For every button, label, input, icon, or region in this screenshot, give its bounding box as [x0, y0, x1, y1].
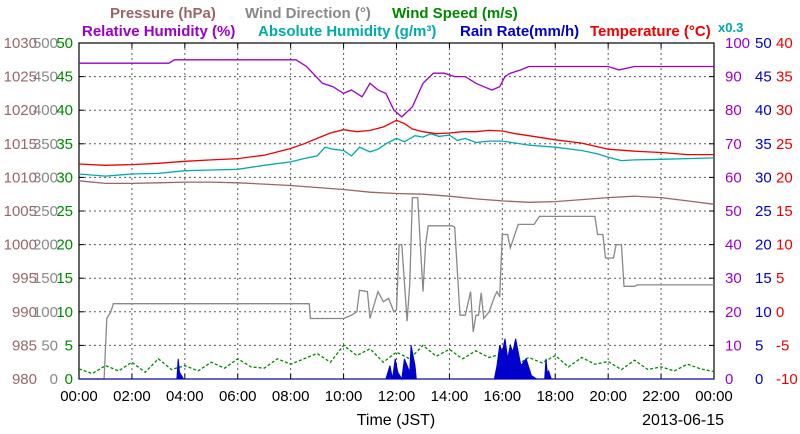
left-axis-tick-label: 5 — [65, 337, 73, 354]
series-pressure — [78, 180, 715, 205]
right-axis-tick-label: 0 — [776, 304, 784, 321]
header-wind-speed-label: Wind Speed (m/s) — [392, 5, 518, 22]
left-axis-tick-label: 40 — [56, 102, 73, 119]
right-axis-tick-label: 20 — [755, 237, 772, 254]
x-tick-label: 04:00 — [166, 388, 204, 405]
left-axis-tick-label: 50 — [41, 337, 58, 354]
x-axis-label: Time (JST) — [357, 412, 436, 429]
header-temperature-label: Temperature (°C) — [590, 23, 711, 40]
left-axis-tick-label: 1015 — [4, 136, 37, 153]
right-axis-tick-label: 0 — [725, 371, 733, 388]
header-relative-humidity-label: Relative Humidity (%) — [82, 23, 235, 40]
left-axis-tick-label: 25 — [56, 203, 73, 220]
left-axis-tick-label: 1020 — [4, 102, 37, 119]
right-axis-tick-label: 10 — [725, 337, 742, 354]
series-absolute-humidity — [78, 133, 715, 177]
right-axis-tick-label: 60 — [725, 169, 742, 186]
right-axis-tick-label: 30 — [755, 169, 772, 186]
left-axis-tick-label: 20 — [56, 237, 73, 254]
date-label: 2013-06-15 — [642, 412, 724, 429]
header-pressure-label: Pressure (hPa) — [110, 5, 216, 22]
x-tick-label: 02:00 — [113, 388, 151, 405]
right-axis-tick-label: 5 — [755, 337, 763, 354]
left-axis-tick-label: 980 — [12, 371, 37, 388]
right-axis-tick-label: 30 — [725, 270, 742, 287]
right-axis-tick-label: 50 — [755, 35, 772, 52]
left-axis-tick-label: 0 — [65, 371, 73, 388]
left-axis-tick-label: 35 — [56, 136, 73, 153]
right-axis-tick-label: 35 — [776, 69, 793, 86]
right-axis-tick-label: 30 — [776, 102, 793, 119]
right-axis-tick-label: 40 — [725, 237, 742, 254]
left-axis-tick-label: 45 — [56, 69, 73, 86]
left-axis-tick-label: 985 — [12, 337, 37, 354]
x-tick-label: 00:00 — [695, 388, 733, 405]
right-axis-tick-label: 100 — [725, 35, 750, 52]
header-wind-direction-label: Wind Direction (°) — [245, 5, 371, 22]
right-axis-tick-label: 90 — [725, 69, 742, 86]
left-axis-tick-label: 15 — [56, 270, 73, 287]
left-axis-tick-label: 450 — [33, 69, 58, 86]
x-tick-label: 10:00 — [325, 388, 363, 405]
left-axis-tick-label: 350 — [33, 136, 58, 153]
right-axis-tick-label: 40 — [776, 35, 793, 52]
left-axis-tick-label: 1030 — [4, 35, 37, 52]
right-axis-tick-label: 0 — [755, 371, 763, 388]
left-axis-tick-label: 30 — [56, 169, 73, 186]
x-tick-label: 20:00 — [589, 388, 627, 405]
right-axis-tick-label: 45 — [755, 69, 772, 86]
left-axis-tick-label: 300 — [33, 169, 58, 186]
left-axis-tick-label: 1025 — [4, 69, 37, 86]
right-axis-tick-label: 40 — [755, 102, 772, 119]
left-axis-tick-label: 0 — [50, 371, 58, 388]
right-axis-tick-label: -10 — [776, 371, 798, 388]
left-axis-tick-label: 400 — [33, 102, 58, 119]
right-axis-tick-label: 5 — [776, 270, 784, 287]
header-factor-label: x0.3 — [718, 20, 743, 35]
right-axis-tick-label: 10 — [776, 237, 793, 254]
x-tick-label: 08:00 — [272, 388, 310, 405]
series-relative-humidity — [79, 59, 714, 118]
series-rain-rate — [79, 338, 714, 381]
left-axis-tick-label: 1005 — [4, 203, 37, 220]
right-axis-tick-label: 50 — [725, 203, 742, 220]
series-wind-speed — [78, 344, 715, 375]
right-axis-tick-label: 80 — [725, 102, 742, 119]
left-axis-tick-label: 500 — [33, 35, 58, 52]
left-axis-tick-label: 990 — [12, 304, 37, 321]
right-axis-tick-label: 10 — [755, 304, 772, 321]
left-axis-tick-label: 200 — [33, 237, 58, 254]
right-axis-tick-label: 25 — [776, 136, 793, 153]
left-axis-tick-label: 995 — [12, 270, 37, 287]
left-axis-tick-label: 10 — [56, 304, 73, 321]
x-tick-label: 18:00 — [536, 388, 574, 405]
left-axis-tick-label: 1000 — [4, 237, 37, 254]
left-axis-tick-label: 50 — [56, 35, 73, 52]
header-absolute-humidity-label: Absolute Humidity (g/m³) — [258, 23, 436, 40]
x-tick-label: 14:00 — [431, 388, 469, 405]
left-axis-tick-label: 100 — [33, 304, 58, 321]
right-axis-tick-label: 15 — [776, 203, 793, 220]
right-axis-tick-label: 20 — [776, 169, 793, 186]
left-axis-tick-label: 150 — [33, 270, 58, 287]
right-axis-tick-label: 35 — [755, 136, 772, 153]
x-tick-label: 16:00 — [484, 388, 522, 405]
right-axis-tick-label: 20 — [725, 304, 742, 321]
series-wind-direction — [79, 196, 714, 380]
x-tick-label: 22:00 — [642, 388, 680, 405]
series-temperature — [78, 119, 714, 166]
right-axis-tick-label: 15 — [755, 270, 772, 287]
x-tick-label: 06:00 — [219, 388, 257, 405]
left-axis-tick-label: 250 — [33, 203, 58, 220]
right-axis-tick-label: -5 — [776, 337, 789, 354]
x-tick-label: 00:00 — [60, 388, 98, 405]
x-tick-label: 12:00 — [378, 388, 416, 405]
right-axis-tick-label: 25 — [755, 203, 772, 220]
header-rain-rate-label: Rain Rate(mm/h) — [460, 23, 579, 40]
right-axis-tick-label: 70 — [725, 136, 742, 153]
left-axis-tick-label: 1010 — [4, 169, 37, 186]
